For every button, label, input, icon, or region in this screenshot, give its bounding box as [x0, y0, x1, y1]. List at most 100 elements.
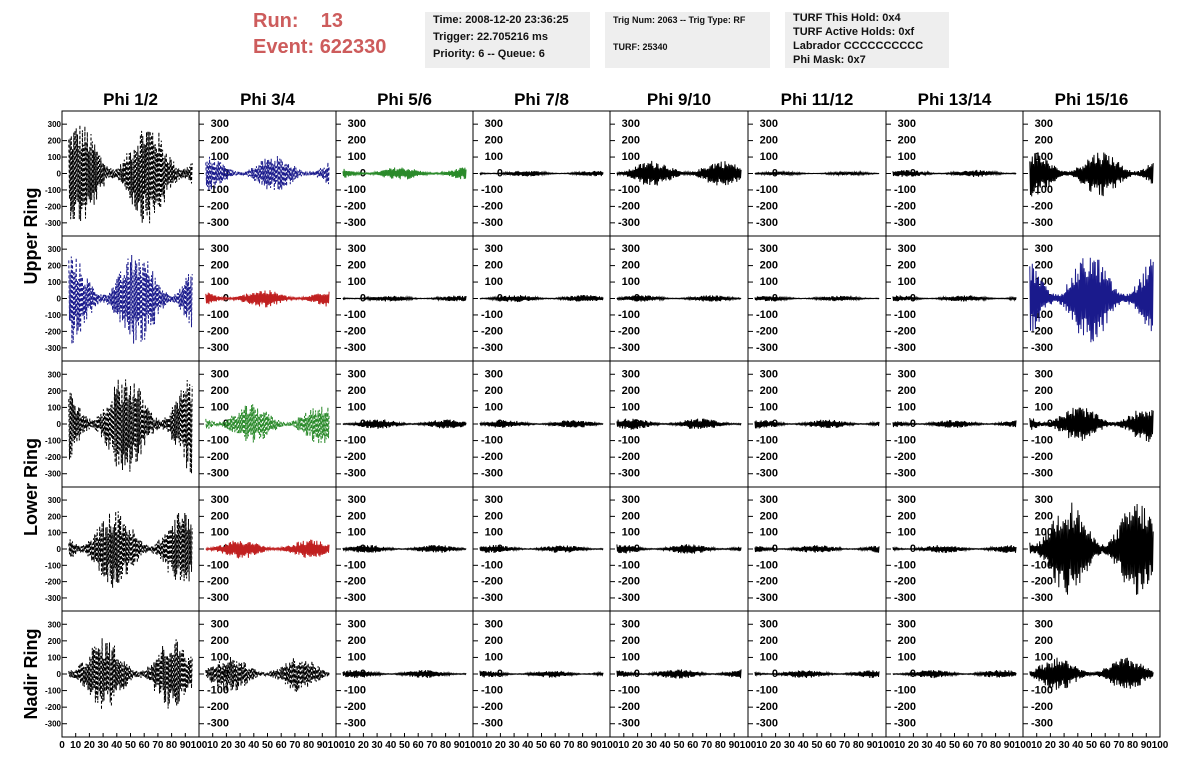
y-tick-label: 200	[898, 260, 916, 272]
y-tick-label: -100	[45, 311, 62, 320]
y-tick-label: 100	[898, 651, 916, 663]
y-tick-label: -100	[894, 685, 916, 697]
y-tick-label: -200	[894, 451, 916, 463]
y-tick-label: -300	[1031, 217, 1053, 229]
y-tick-label: 300	[348, 118, 366, 130]
y-tick-label: -300	[344, 468, 366, 480]
x-tick-label: 10	[618, 740, 630, 751]
y-tick-label: 100	[48, 278, 62, 287]
x-tick-label: 80	[440, 740, 452, 751]
y-tick-label: 300	[898, 368, 916, 380]
y-tick-label: -200	[1031, 576, 1053, 588]
waveform-trace	[892, 295, 1017, 302]
y-tick-label: 300	[211, 243, 229, 255]
y-tick-label: -200	[756, 325, 778, 337]
waveform-trace	[754, 670, 880, 679]
y-tick-label: -200	[207, 325, 229, 337]
x-tick-label: 50	[673, 740, 685, 751]
y-tick-label: -300	[618, 592, 640, 604]
waveform-trace	[754, 170, 880, 177]
waveform-trace	[1029, 257, 1154, 343]
y-tick-label: -300	[756, 342, 778, 354]
event-label: Event:	[253, 36, 315, 58]
turf-text: TURF: 25340	[613, 42, 668, 52]
waveform-trace	[68, 379, 193, 474]
x-tick-label: 100	[1152, 740, 1169, 751]
y-tick-label: -300	[344, 217, 366, 229]
y-tick-label: 200	[1035, 260, 1053, 272]
x-tick-label: 40	[522, 740, 534, 751]
y-tick-label: 100	[898, 151, 916, 163]
y-tick-label: 200	[1035, 635, 1053, 647]
y-tick-label: 100	[485, 651, 503, 663]
y-tick-label: -300	[756, 718, 778, 730]
x-tick-label: 70	[289, 740, 301, 751]
y-tick-label: 300	[760, 494, 778, 506]
y-tick-label: 200	[1035, 135, 1053, 147]
x-tick-label: 20	[770, 740, 782, 751]
y-tick-label: -100	[45, 186, 62, 195]
x-tick-label: 60	[550, 740, 562, 751]
x-tick-label: 40	[385, 740, 397, 751]
waveform-trace	[892, 670, 1017, 679]
y-tick-label: -100	[894, 309, 916, 321]
y-tick-label: 300	[760, 243, 778, 255]
y-tick-label: 100	[760, 276, 778, 288]
x-tick-label: 20	[908, 740, 920, 751]
x-tick-label: 60	[1100, 740, 1112, 751]
y-tick-label: -200	[1031, 451, 1053, 463]
y-tick-label: -200	[756, 451, 778, 463]
y-tick-label: 300	[211, 118, 229, 130]
y-tick-label: 300	[211, 494, 229, 506]
y-tick-label: 200	[622, 135, 640, 147]
y-tick-label: 300	[48, 370, 62, 379]
y-tick-label: 200	[211, 385, 229, 397]
y-tick-label: 100	[485, 276, 503, 288]
y-tick-label: 200	[760, 385, 778, 397]
y-tick-label: -300	[618, 718, 640, 730]
y-tick-label: 200	[760, 635, 778, 647]
waveform-trace	[342, 544, 467, 553]
x-tick-label: 100	[191, 740, 208, 751]
x-tick-label: 20	[84, 740, 96, 751]
x-tick-label: 50	[262, 740, 274, 751]
x-tick-label: 90	[317, 740, 329, 751]
waveform-trace	[892, 169, 1017, 178]
waveform-trace	[479, 170, 604, 177]
y-tick-label: 300	[485, 368, 503, 380]
y-tick-label: 0	[223, 418, 229, 430]
y-tick-label: 100	[760, 651, 778, 663]
y-tick-label: -200	[1031, 200, 1053, 212]
x-tick-label: 50	[1086, 740, 1098, 751]
y-tick-label: 300	[348, 368, 366, 380]
waveform-trace	[205, 656, 330, 692]
y-tick-label: -200	[45, 202, 62, 211]
y-tick-label: 300	[48, 245, 62, 254]
trig-num-text: Trig Num: 2063 -- Trig Type: RF	[613, 15, 746, 25]
y-tick-label: 300	[485, 494, 503, 506]
x-tick-label: 100	[602, 740, 619, 751]
y-tick-label: -200	[618, 451, 640, 463]
waveform-trace	[754, 419, 880, 429]
phi-mask-text: Phi Mask: 0x7	[793, 54, 866, 66]
y-tick-label: 200	[622, 635, 640, 647]
turf-hold-text: TURF This Hold: 0x4	[793, 12, 901, 24]
event-value: 622330	[319, 36, 387, 58]
y-tick-label: 300	[1035, 243, 1053, 255]
waveform-trace	[892, 419, 1017, 428]
x-tick-label: 40	[248, 740, 260, 751]
time-info-box: Time: 2008-12-20 23:36:25 Trigger: 22.70…	[425, 12, 590, 68]
y-tick-label: 300	[622, 368, 640, 380]
y-tick-label: 200	[1035, 510, 1053, 522]
x-tick-label: 90	[180, 740, 192, 751]
y-tick-label: -300	[344, 718, 366, 730]
y-tick-label: 300	[485, 118, 503, 130]
x-tick-label: 90	[591, 740, 603, 751]
x-tick-label: 80	[990, 740, 1002, 751]
y-tick-label: 300	[622, 243, 640, 255]
y-tick-label: 200	[348, 385, 366, 397]
x-tick-label: 30	[646, 740, 658, 751]
x-tick-label: 10	[70, 740, 82, 751]
x-tick-label: 80	[853, 740, 865, 751]
y-tick-label: -300	[45, 594, 62, 603]
